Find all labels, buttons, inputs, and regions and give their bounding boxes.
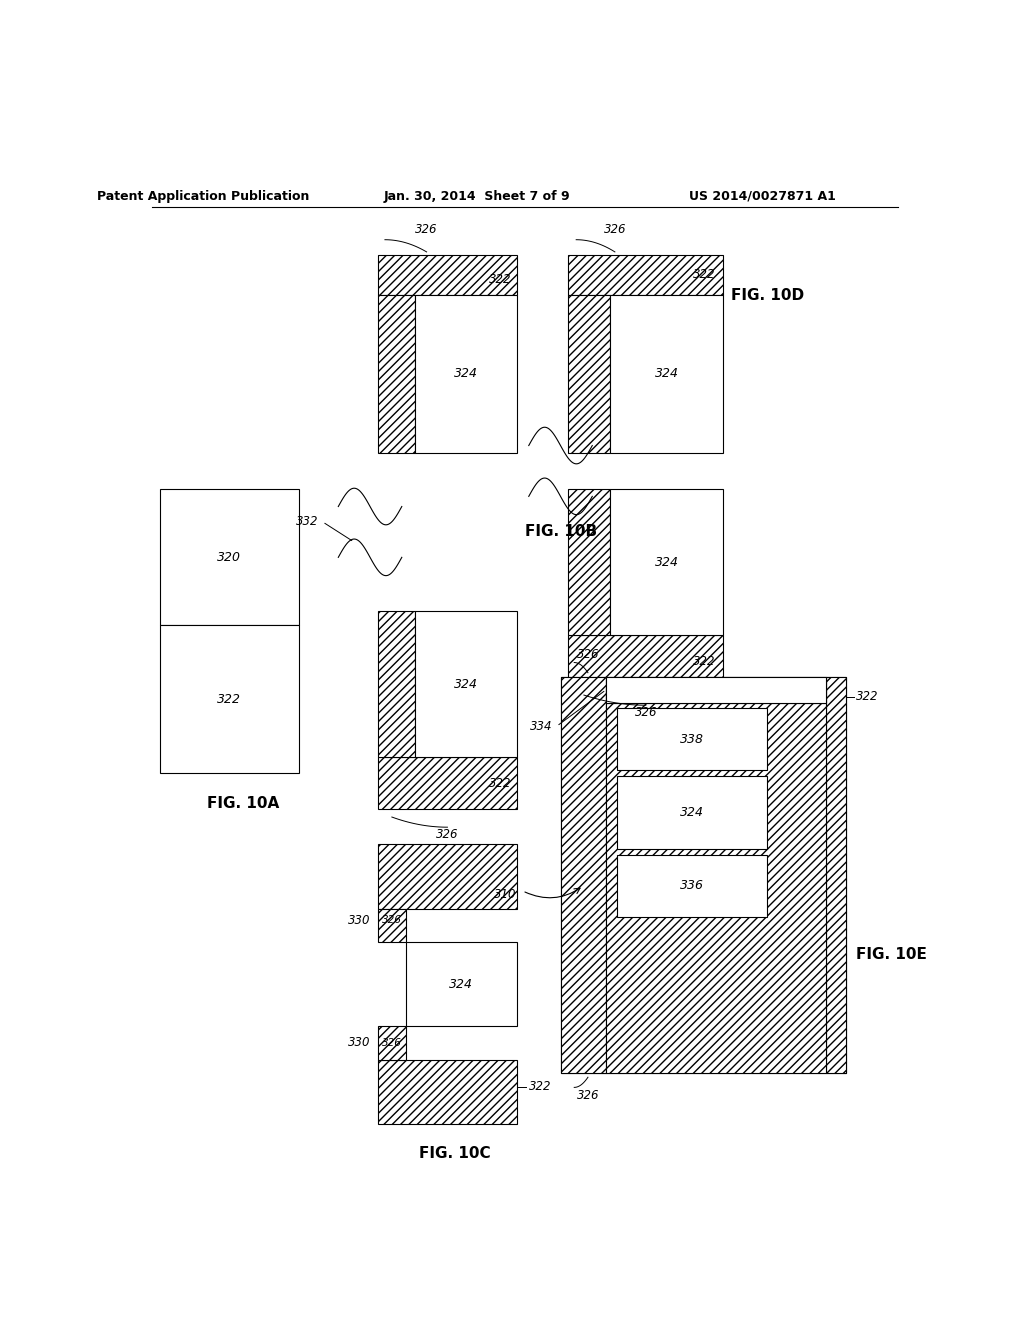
Text: 322: 322	[693, 268, 716, 281]
Bar	[568, 294, 610, 453]
Bar	[160, 488, 299, 626]
Bar	[560, 677, 846, 1073]
Bar	[617, 776, 767, 849]
Text: 334: 334	[530, 719, 553, 733]
Bar	[416, 611, 517, 758]
Bar	[378, 611, 416, 758]
Bar	[568, 488, 610, 635]
Bar	[406, 942, 517, 1026]
Text: 326: 326	[635, 706, 657, 719]
Text: US 2014/0027871 A1: US 2014/0027871 A1	[689, 190, 837, 202]
Text: 322: 322	[488, 273, 511, 286]
Text: 326: 326	[382, 916, 401, 925]
Text: 320: 320	[217, 550, 242, 564]
Text: 324: 324	[680, 807, 705, 818]
Bar	[416, 294, 517, 453]
Bar	[378, 1060, 517, 1125]
Text: FIG. 10E: FIG. 10E	[856, 946, 927, 962]
Bar	[378, 294, 416, 453]
Text: 322: 322	[856, 690, 879, 704]
Bar	[610, 488, 723, 635]
Text: FIG. 10D: FIG. 10D	[731, 288, 804, 304]
Text: 324: 324	[455, 367, 478, 380]
Bar	[568, 635, 723, 686]
Bar	[378, 908, 406, 942]
Bar	[617, 855, 767, 916]
Text: 310: 310	[495, 888, 517, 902]
Text: 326: 326	[382, 1038, 401, 1048]
Bar	[378, 845, 517, 908]
Text: 326: 326	[577, 648, 599, 661]
Bar	[160, 626, 299, 774]
Text: 332: 332	[296, 515, 318, 528]
Text: 326: 326	[436, 828, 459, 841]
Bar	[378, 758, 517, 809]
Text: 326: 326	[577, 1089, 599, 1102]
Text: 324: 324	[455, 677, 478, 690]
Text: 326: 326	[603, 223, 626, 236]
Bar	[378, 1026, 406, 1060]
Text: 324: 324	[654, 556, 679, 569]
Bar	[826, 677, 846, 1073]
Bar	[606, 677, 826, 702]
Text: Patent Application Publication: Patent Application Publication	[97, 190, 309, 202]
Text: 324: 324	[450, 978, 473, 991]
Bar	[610, 294, 723, 453]
Text: FIG. 10B: FIG. 10B	[524, 524, 597, 540]
Text: Jan. 30, 2014  Sheet 7 of 9: Jan. 30, 2014 Sheet 7 of 9	[384, 190, 570, 202]
Text: 330: 330	[347, 913, 370, 927]
Text: 330: 330	[347, 1036, 370, 1049]
Bar	[617, 709, 767, 770]
Bar	[560, 677, 606, 1073]
Bar	[378, 255, 517, 294]
Bar	[606, 689, 767, 709]
Text: FIG. 10A: FIG. 10A	[207, 796, 280, 810]
Text: 336: 336	[680, 879, 705, 892]
Bar	[568, 255, 723, 294]
Text: 338: 338	[680, 733, 705, 746]
Text: 322: 322	[488, 776, 511, 789]
Text: FIG. 10C: FIG. 10C	[419, 1146, 490, 1162]
Text: 324: 324	[654, 367, 679, 380]
Text: 322: 322	[528, 1080, 551, 1093]
Text: 322: 322	[217, 693, 242, 706]
Text: 326: 326	[416, 223, 438, 236]
Bar	[606, 702, 826, 1073]
Text: 322: 322	[693, 655, 716, 668]
Bar	[606, 677, 826, 702]
